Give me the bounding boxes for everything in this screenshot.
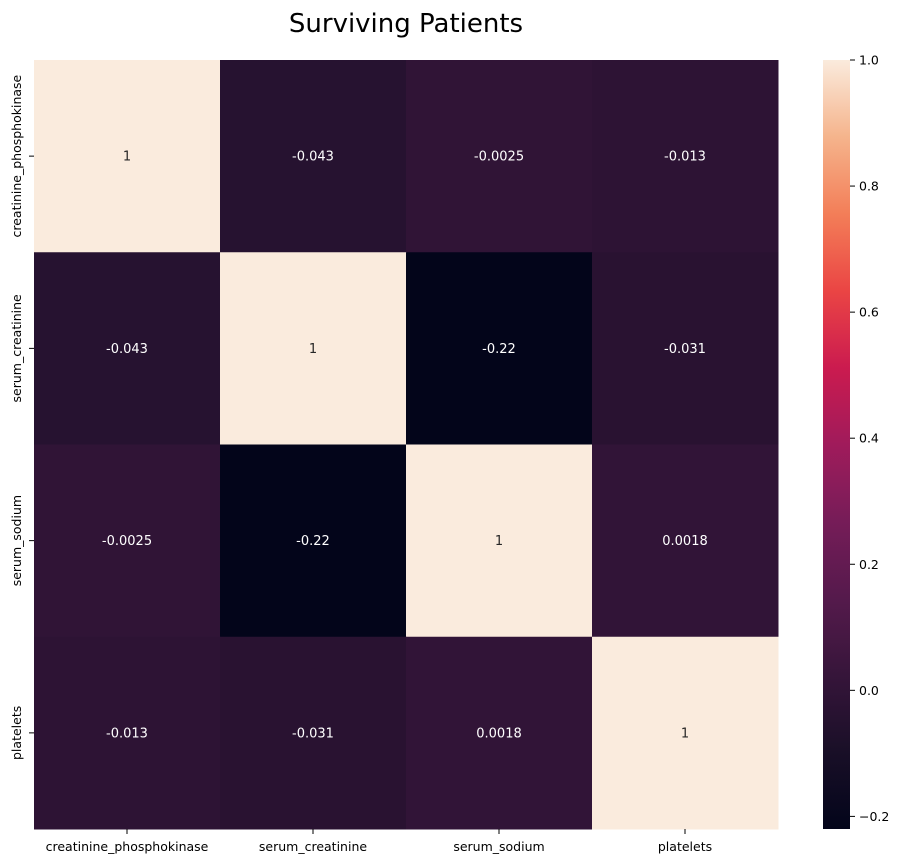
colorbar-tick-label: 1.0 xyxy=(859,53,879,68)
cell-value-label: 0.0018 xyxy=(476,726,522,741)
colorbar-axis: −0.2 0.0 0.2 0.4 0.6 0.8 1.0 xyxy=(850,53,889,824)
cell-value-label: -0.013 xyxy=(106,726,148,741)
heatmap-cell xyxy=(406,636,593,830)
colorbar-tick-label: −0.2 xyxy=(859,809,889,824)
heatmap-cell xyxy=(34,252,221,445)
x-axis: creatinine_phosphokinase serum_creatinine… xyxy=(46,829,712,854)
heatmap-cell xyxy=(592,60,779,253)
cell-value-label: -0.0025 xyxy=(102,534,152,549)
heatmap-cell xyxy=(592,444,779,638)
heatmap-cell xyxy=(406,60,593,253)
cell-value-label: 1 xyxy=(495,534,503,549)
y-axis: creatinine_phosphokinase serum_creatinine… xyxy=(9,74,34,760)
colorbar-tick-label: 0.0 xyxy=(859,683,879,698)
colorbar-tick-label: 0.6 xyxy=(859,305,879,320)
x-tick-label: platelets xyxy=(658,839,712,854)
heatmap-cell xyxy=(592,252,779,445)
heatmap-cell xyxy=(592,636,779,830)
cell-value-label: 1 xyxy=(681,726,689,741)
cell-value-label: -0.031 xyxy=(664,342,706,357)
cell-value-label: -0.22 xyxy=(482,342,516,357)
cell-value-label: -0.031 xyxy=(292,726,334,741)
colorbar-tick-label: 0.4 xyxy=(859,431,879,446)
cell-value-label: -0.22 xyxy=(296,534,330,549)
cell-value-label: 0.0018 xyxy=(662,534,708,549)
y-tick-label: serum_creatinine xyxy=(9,294,24,402)
heatmap-cell xyxy=(220,636,407,830)
chart-title: Surviving Patients xyxy=(289,9,523,39)
cell-value-label: 1 xyxy=(309,342,317,357)
y-tick-label: creatinine_phosphokinase xyxy=(9,74,24,237)
cell-value-label: 1 xyxy=(123,150,131,165)
heatmap-cell xyxy=(220,252,407,445)
heatmap-cell xyxy=(220,444,407,638)
colorbar-tick-label: 0.2 xyxy=(859,557,879,572)
cell-value-label: -0.043 xyxy=(106,342,148,357)
cell-value-label: -0.013 xyxy=(664,150,706,165)
cell-value-label: -0.043 xyxy=(292,150,334,165)
heatmap-cell xyxy=(34,636,221,830)
y-tick-label: serum_sodium xyxy=(9,495,24,586)
heatmap-cells: 1 -0.043 -0.0025 -0.013 -0.043 1 -0.22 -0.031 -0… xyxy=(34,60,779,830)
x-tick-label: creatinine_phosphokinase xyxy=(46,839,209,854)
x-tick-label: serum_sodium xyxy=(453,839,544,854)
heatmap-cell xyxy=(220,60,407,253)
heatmap-cell xyxy=(34,60,221,253)
colorbar-tick-label: 0.8 xyxy=(859,179,879,194)
cell-value-label: -0.0025 xyxy=(474,150,524,165)
heatmap-cell xyxy=(406,444,593,638)
heatmap-cell xyxy=(406,252,593,445)
y-tick-label: platelets xyxy=(9,706,24,760)
colorbar xyxy=(823,60,850,829)
heatmap-cell xyxy=(34,444,221,638)
x-tick-label: serum_creatinine xyxy=(259,839,367,854)
